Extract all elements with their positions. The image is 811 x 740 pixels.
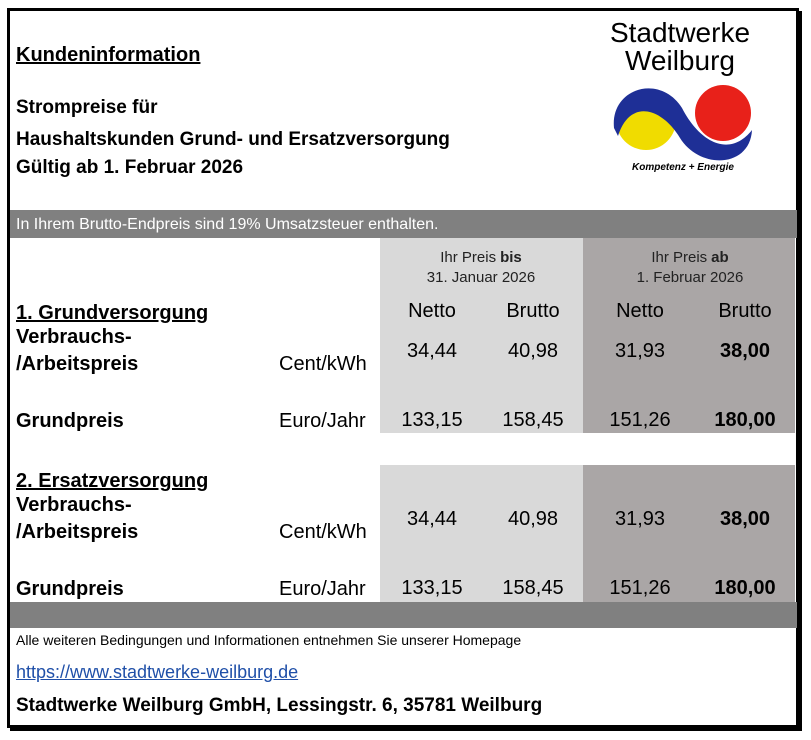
section-title: 1. Grundversorgung [16,302,209,324]
price: 158,45 [502,577,564,599]
column-header: Brutto [506,300,560,322]
price: 158,45 [502,409,564,431]
unit: Euro/Jahr [279,410,366,432]
price: 38,00 [719,508,771,530]
price: 31,93 [614,340,666,362]
unit: Euro/Jahr [279,578,366,600]
row-label: Verbrauchs- [16,494,132,516]
price: 34,44 [406,340,458,362]
column-header: Netto [616,300,664,322]
period-date: 31. Januar 2026 [426,269,536,286]
logo-wave [613,88,752,161]
logo: Stadtwerke Weilburg Kompetenz + Energie [610,18,752,173]
subtitle: Haushaltskunden Grund- und Ersatzversorg… [16,129,450,150]
logo-text: Stadtwerke [610,18,750,48]
footer-note: Alle weiteren Bedingungen und Informatio… [16,632,522,648]
period-date: 1. Februar 2026 [636,269,744,286]
row-label: /Arbeitspreis [16,353,139,375]
logo-text: Weilburg [625,45,735,76]
row-label: Grundpreis [16,410,124,432]
column-bg [583,465,795,602]
period-emphasis: ab [711,249,729,266]
price: 151,26 [609,409,671,431]
bottom-bar [10,602,797,628]
unit: Cent/kWh [279,521,367,543]
period-header: Ihr Preis ab [590,247,790,269]
column-bg [380,465,583,602]
subtitle: Strompreise für [16,97,158,118]
column-header: Brutto [718,300,772,322]
price: 133,15 [401,577,463,599]
price: 151,26 [609,577,671,599]
subtitle: Gültig ab 1. Februar 2026 [16,157,244,178]
notice: In Ihrem Brutto-Endpreis sind 19% Umsatz… [16,216,439,233]
row-label: /Arbeitspreis [16,521,139,543]
column-header: Netto [408,300,456,322]
price: 34,44 [406,508,458,530]
section-title: 2. Ersatzversorgung [16,470,209,492]
column-bg [583,238,795,433]
period-header: Ihr Preis bis [381,247,581,269]
period-prefix: Ihr Preis [651,249,708,266]
price: 133,15 [401,409,463,431]
column-bg [380,238,583,433]
logo-tagline: Kompetenz + Energie [632,162,734,173]
price: 180,00 [714,577,776,599]
title: Kundeninformation [16,44,201,66]
logo-sun [695,85,751,141]
price: 38,00 [719,340,771,362]
period-emphasis: bis [500,249,522,266]
unit: Cent/kWh [279,353,367,375]
row-label: Grundpreis [16,578,124,600]
price: 40,98 [507,340,559,362]
notice-bar [10,210,797,238]
row-label: Verbrauchs- [16,326,132,348]
homepage-link[interactable]: https://www.stadtwerke-weilburg.de [16,662,299,682]
price: 31,93 [614,508,666,530]
price: 40,98 [507,508,559,530]
period-prefix: Ihr Preis [440,249,497,266]
company-address: Stadtwerke Weilburg GmbH, Lessingstr. 6,… [16,695,543,716]
frame [7,8,799,728]
price: 180,00 [714,409,776,431]
